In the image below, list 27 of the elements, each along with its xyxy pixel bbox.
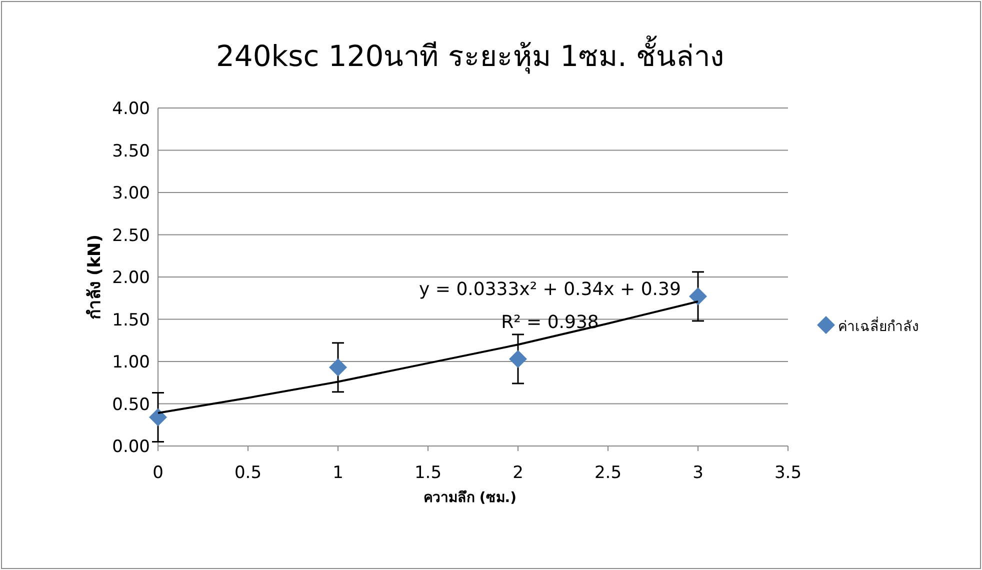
x-tick-label: 1 — [332, 463, 344, 483]
x-tick-label: 3 — [692, 463, 704, 483]
x-tick-label: 3.5 — [774, 463, 802, 483]
y-tick-label: 2.00 — [112, 268, 150, 288]
annotation: y = 0.0333x² + 0.34x + 0.39 — [419, 279, 681, 300]
point — [509, 350, 527, 368]
x-tick-label: 0 — [152, 463, 164, 483]
y-tick-label: 3.50 — [112, 141, 150, 162]
x-tick-label: 1.5 — [414, 463, 442, 483]
y-tick-label: 3.00 — [112, 184, 150, 204]
annotation: R² = 0.938 — [501, 312, 599, 333]
y-tick-label: 0.50 — [112, 394, 150, 415]
point — [689, 287, 707, 306]
y-axis-title: กำลัง (kN) — [85, 234, 105, 320]
x-tick-label: 2.5 — [594, 463, 622, 483]
chart-title: 240ksc 120นาที ระยะหุ้ม 1ซม. ชั้นล่าง — [216, 35, 724, 74]
point — [329, 358, 347, 376]
x-tick-label: 2 — [512, 463, 524, 483]
x-tick-label: 0.5 — [234, 463, 262, 483]
y-tick-label: 4.00 — [112, 99, 150, 119]
x-axis-title: ความลึก (ซม.) — [424, 489, 516, 506]
point — [149, 408, 167, 426]
y-tick-label: 1.50 — [112, 310, 150, 330]
y-tick-label: 0.00 — [112, 437, 150, 457]
legend-label: ค่าเฉลี่ยกำลัง — [838, 317, 919, 335]
y-tick-label: 1.00 — [112, 352, 150, 372]
y-tick-label: 2.50 — [112, 226, 150, 246]
